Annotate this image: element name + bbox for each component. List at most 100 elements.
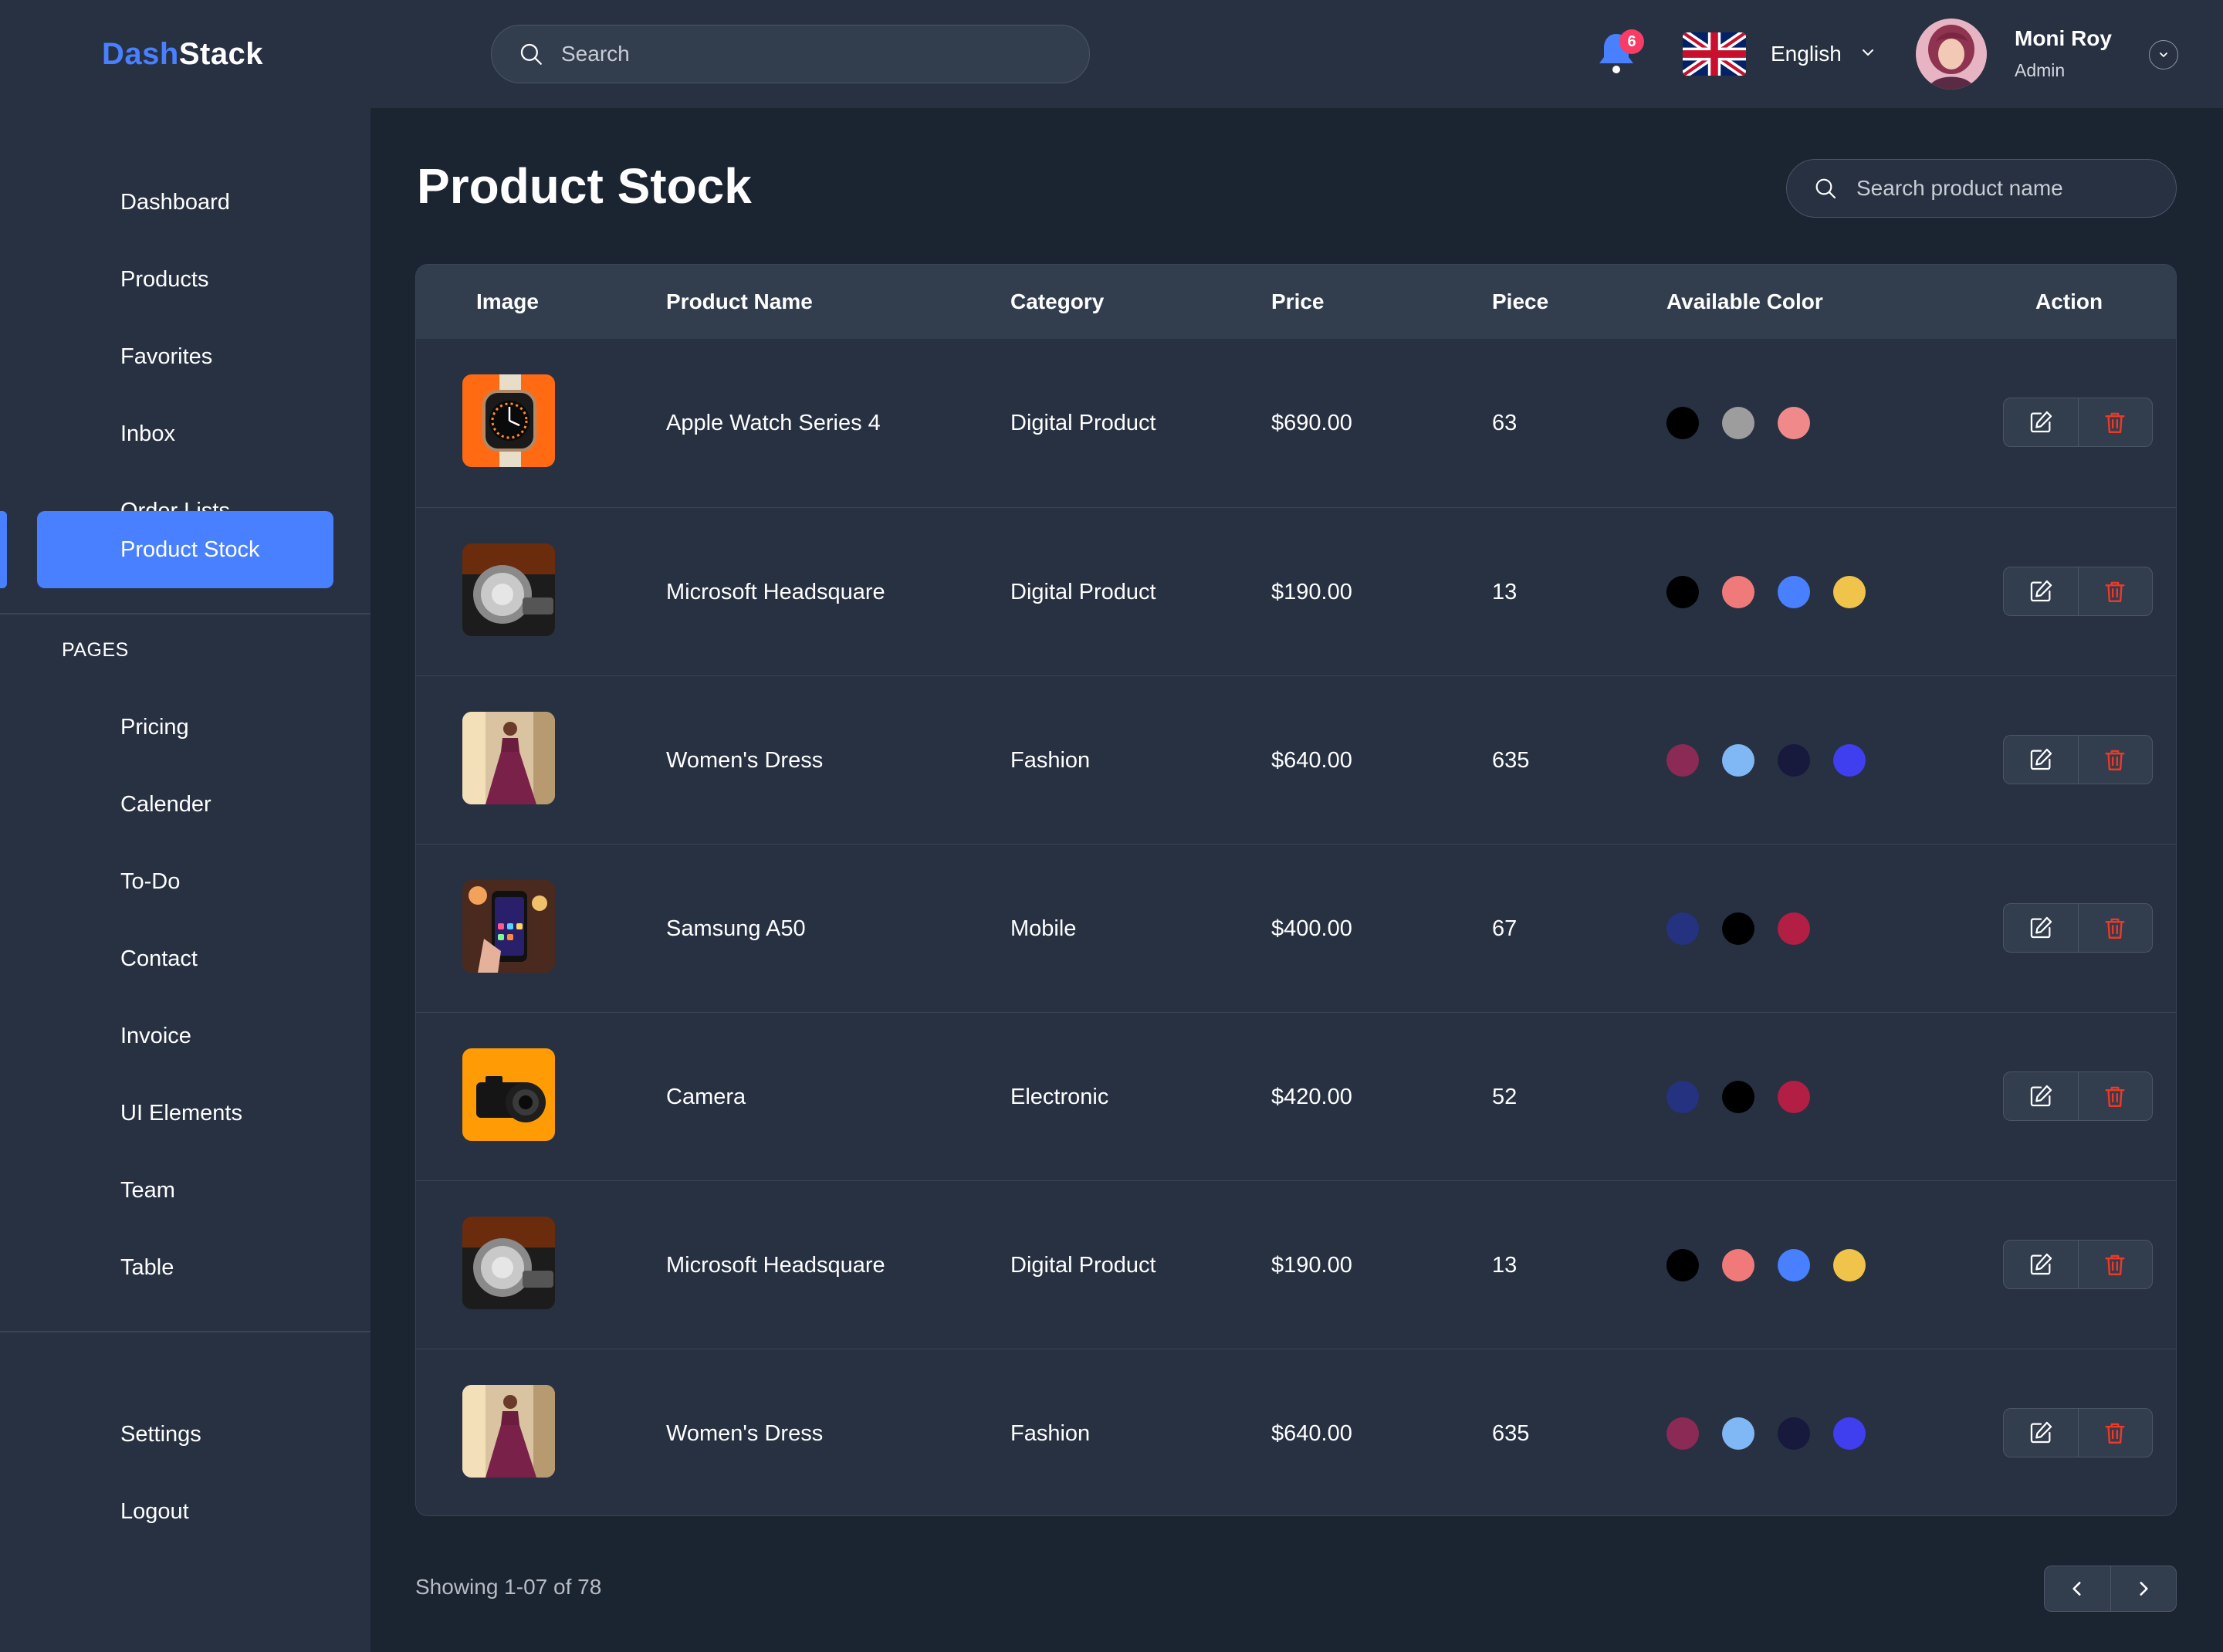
trash-icon bbox=[2105, 1254, 2125, 1275]
edit-button[interactable] bbox=[2004, 567, 2078, 615]
delete-button[interactable] bbox=[2077, 1241, 2153, 1288]
delete-button[interactable] bbox=[2077, 1409, 2153, 1457]
color-swatches bbox=[1666, 1181, 1866, 1349]
color-swatch bbox=[1722, 1081, 1754, 1113]
product-category: Digital Product bbox=[1010, 410, 1156, 435]
sidebar-item-logout[interactable]: Logout bbox=[120, 1498, 189, 1524]
trash-icon bbox=[2105, 412, 2125, 433]
column-header-image: Image bbox=[476, 289, 539, 313]
uk-flag-icon[interactable] bbox=[1683, 32, 1746, 76]
color-swatches bbox=[1666, 676, 1866, 845]
user-menu-button[interactable] bbox=[2149, 40, 2178, 69]
sidebar-item-contact[interactable]: Contact bbox=[120, 946, 198, 971]
column-header-action: Action bbox=[2035, 289, 2103, 313]
edit-button[interactable] bbox=[2004, 904, 2078, 952]
sidebar-item-table[interactable]: Table bbox=[120, 1254, 174, 1280]
sidebar-item-inbox[interactable]: Inbox bbox=[120, 421, 175, 446]
row-actions bbox=[2003, 903, 2153, 953]
sidebar-divider bbox=[0, 613, 370, 614]
sidebar-item-calender[interactable]: Calender bbox=[120, 791, 211, 817]
app-logo[interactable]: DashStack bbox=[102, 37, 263, 72]
previous-page-button[interactable] bbox=[2045, 1566, 2110, 1611]
product-name: Camera bbox=[666, 1084, 746, 1109]
sidebar-item-ui-elements[interactable]: UI Elements bbox=[120, 1100, 242, 1126]
user-avatar[interactable] bbox=[1916, 19, 1987, 90]
delete-button[interactable] bbox=[2077, 567, 2153, 615]
pagination-controls bbox=[2044, 1566, 2177, 1612]
table-row: Women's Dress Fashion $640.00 635 bbox=[416, 675, 2176, 844]
headset-image bbox=[462, 543, 555, 636]
sidebar-item-dashboard[interactable]: Dashboard bbox=[120, 189, 230, 215]
product-name: Samsung A50 bbox=[666, 916, 806, 941]
edit-button[interactable] bbox=[2004, 1241, 2078, 1288]
column-header-price: Price bbox=[1271, 289, 1325, 313]
product-piece: 13 bbox=[1492, 579, 1518, 604]
notification-badge: 6 bbox=[1619, 29, 1644, 54]
product-category: Digital Product bbox=[1010, 579, 1156, 604]
chevron-down-icon[interactable] bbox=[1860, 45, 1876, 60]
notifications-button[interactable]: 6 bbox=[1596, 29, 1644, 79]
product-piece: 63 bbox=[1492, 410, 1518, 435]
language-selector[interactable]: English bbox=[1771, 42, 1842, 66]
edit-icon bbox=[2030, 580, 2052, 602]
edit-button[interactable] bbox=[2004, 1072, 2078, 1120]
column-header-available-color: Available Color bbox=[1666, 289, 1823, 313]
color-swatch bbox=[1666, 1249, 1699, 1281]
product-search-input[interactable] bbox=[1856, 176, 2165, 201]
column-header-category: Category bbox=[1010, 289, 1105, 313]
next-page-button[interactable] bbox=[2110, 1566, 2177, 1611]
pages-section-heading: PAGES bbox=[62, 639, 129, 661]
table-row: Microsoft Headsquare Digital Product $190.… bbox=[416, 507, 2176, 675]
global-search-input[interactable] bbox=[561, 42, 1055, 66]
color-swatch bbox=[1666, 912, 1699, 945]
edit-icon bbox=[2030, 411, 2052, 433]
sidebar-item-product-stock[interactable]: Product Stock bbox=[37, 511, 333, 588]
edit-button[interactable] bbox=[2004, 736, 2078, 784]
sidebar-item-team[interactable]: Team bbox=[120, 1177, 175, 1203]
edit-button[interactable] bbox=[2004, 1409, 2078, 1457]
sidebar-item-invoice[interactable]: Invoice bbox=[120, 1023, 191, 1048]
logo-text-dash: Dash bbox=[102, 37, 179, 71]
edit-icon bbox=[2030, 748, 2052, 770]
sidebar-divider bbox=[0, 1331, 370, 1332]
search-icon bbox=[1815, 178, 1836, 199]
sidebar-item-todo[interactable]: To-Do bbox=[120, 868, 181, 894]
dress-image bbox=[462, 712, 555, 804]
delete-button[interactable] bbox=[2077, 904, 2153, 952]
product-search bbox=[1786, 159, 2177, 218]
product-category: Mobile bbox=[1010, 916, 1077, 941]
color-swatch bbox=[1833, 576, 1866, 608]
color-swatch bbox=[1833, 744, 1866, 777]
edit-button[interactable] bbox=[2004, 398, 2078, 446]
headset-image bbox=[462, 1217, 555, 1309]
sidebar-item-favorites[interactable]: Favorites bbox=[120, 344, 213, 369]
delete-button[interactable] bbox=[2077, 1072, 2153, 1120]
color-swatch bbox=[1666, 407, 1699, 439]
color-swatch bbox=[1778, 1081, 1810, 1113]
product-piece: 635 bbox=[1492, 1420, 1530, 1446]
color-swatches bbox=[1666, 339, 1810, 507]
camera-image bbox=[462, 1048, 555, 1141]
delete-button[interactable] bbox=[2077, 398, 2153, 446]
sidebar: Dashboard Products Favorites Inbox Order… bbox=[0, 108, 370, 1652]
color-swatch bbox=[1666, 1081, 1699, 1113]
product-price: $640.00 bbox=[1271, 747, 1352, 773]
user-role: Admin bbox=[2015, 60, 2066, 80]
color-swatch bbox=[1778, 1417, 1810, 1450]
product-name: Women's Dress bbox=[666, 1420, 824, 1446]
color-swatch bbox=[1778, 576, 1810, 608]
delete-button[interactable] bbox=[2077, 736, 2153, 784]
table-row: Samsung A50 Mobile $400.00 67 bbox=[416, 844, 2176, 1012]
product-price: $640.00 bbox=[1271, 1420, 1352, 1446]
sidebar-item-products[interactable]: Products bbox=[120, 266, 209, 292]
logo-text-stack: Stack bbox=[178, 37, 264, 71]
color-swatch bbox=[1833, 1249, 1866, 1281]
sidebar-item-pricing[interactable]: Pricing bbox=[120, 714, 189, 740]
trash-icon bbox=[2105, 1423, 2125, 1444]
color-swatches bbox=[1666, 845, 1810, 1013]
top-bar: DashStack 6 English bbox=[0, 0, 2223, 108]
table-row: Apple Watch Series 4 Digital Product $690.… bbox=[416, 339, 2176, 507]
product-stock-table: Image Product Name Category Price Piece … bbox=[415, 264, 2177, 1516]
row-actions bbox=[2003, 1408, 2153, 1457]
sidebar-item-settings[interactable]: Settings bbox=[120, 1421, 201, 1447]
